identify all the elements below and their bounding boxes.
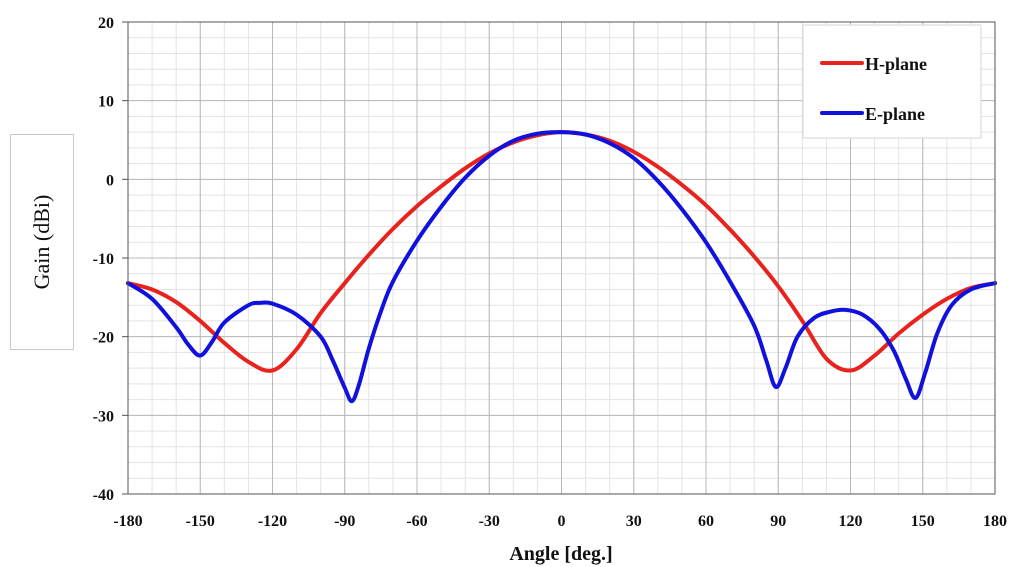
x-tick-label: 150 [911, 513, 935, 530]
y-tick-label: 20 [98, 15, 114, 32]
x-tick-label: 30 [626, 513, 642, 530]
x-tick-label: 90 [770, 513, 786, 530]
x-tick-label: 0 [558, 513, 566, 530]
y-axis-label: Gain (dBi) [29, 194, 54, 290]
y-tick-label: -10 [93, 251, 114, 268]
y-tick-label: 10 [98, 94, 114, 111]
x-axis-label: Angle [deg.] [509, 543, 612, 565]
x-tick-label: 60 [698, 513, 714, 530]
x-tick-label: -90 [334, 513, 355, 530]
x-tick-label: 120 [839, 513, 863, 530]
x-tick-label: -30 [479, 513, 500, 530]
x-tick-label: -60 [406, 513, 427, 530]
series-line-e-plane [126, 130, 997, 404]
x-tick-label: 180 [983, 513, 1007, 530]
x-tick-labels: -180 -150 -120 -90 -60 -30 0 30 60 90 120 150 180 [113, 513, 1007, 530]
x-tick-label: -150 [186, 513, 215, 530]
y-tick-label: 0 [106, 172, 114, 189]
x-tick-label: -180 [113, 513, 142, 530]
y-tick-labels: -40 -30 -20 -10 0 10 20 [93, 15, 128, 504]
y-tick-label: -30 [93, 408, 114, 425]
legend-label-e-plane: E-plane [865, 104, 925, 124]
y-tick-label: -40 [93, 487, 114, 504]
series-layer [126, 130, 997, 404]
y-axis-label-box: Gain (dBi) [10, 134, 74, 350]
y-tick-label: -20 [93, 330, 114, 347]
x-tick-label: -120 [258, 513, 287, 530]
legend-box [802, 24, 982, 139]
legend-label-h-plane: H-plane [865, 54, 927, 74]
legend: H-plane E-plane [802, 24, 982, 139]
